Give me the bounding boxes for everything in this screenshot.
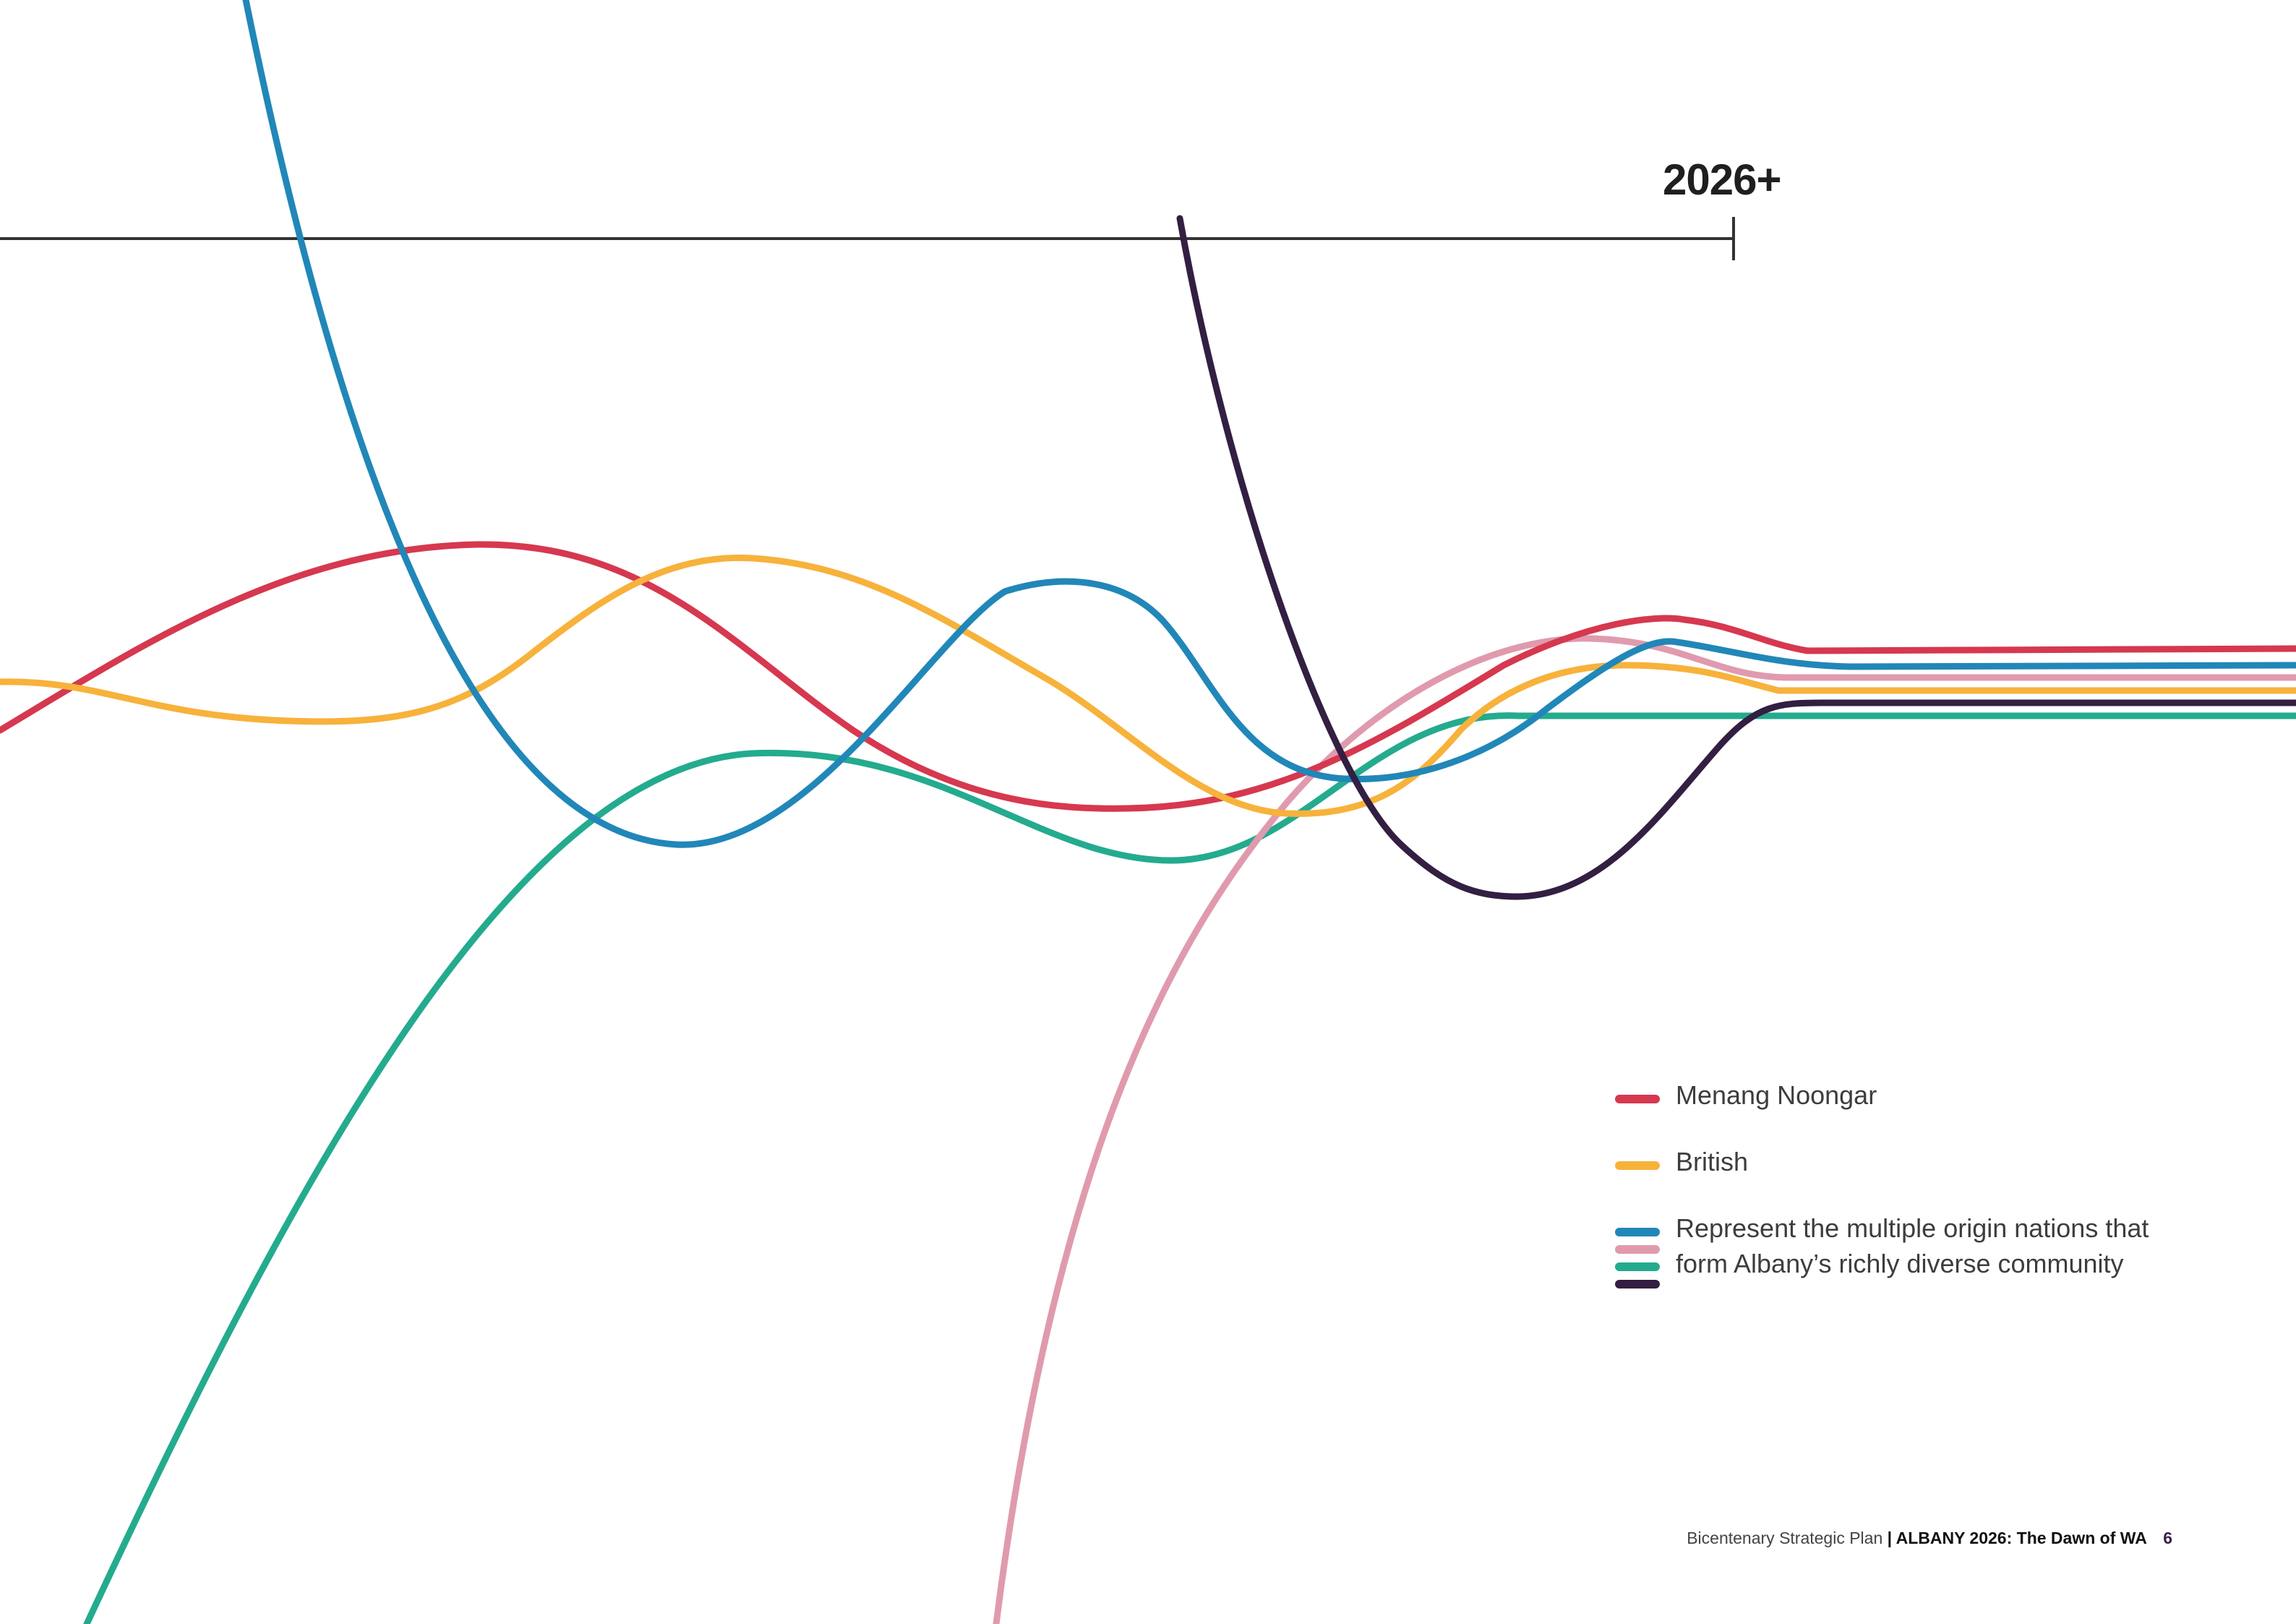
menang-noongar-line [0,541,2296,812]
dark-purple-line [1176,215,2296,900]
timeline-label: 2026+ [1663,155,1782,204]
legend-swatch-dark-purple [1615,1280,1660,1288]
legend-swatch-red [1615,1095,1660,1103]
legend-label: Represent the multiple origin nations th… [1676,1213,2149,1278]
legend-swatch-group [1615,1228,1660,1297]
legend-swatch-green [1615,1262,1660,1271]
legend-swatch-blue [1615,1228,1660,1236]
legend-item-menang-noongar: Menang Noongar [1611,1077,2160,1113]
legend-swatch-pink [1615,1245,1660,1254]
legend-swatch-yellow [1615,1161,1660,1170]
legend-label: Menang Noongar [1676,1080,1877,1110]
legend-item-british: British [1611,1144,2160,1179]
british-line [0,554,2296,817]
blue-line [242,0,2296,848]
page-number: 6 [2163,1529,2172,1547]
legend-label: British [1676,1147,1749,1176]
page-footer: Bicentenary Strategic Plan | ALBANY 2026… [1687,1527,2172,1549]
legend-swatch-group [1615,1095,1660,1112]
footer-document-title: | ALBANY 2026: The Dawn of WA [1887,1529,2147,1547]
legend-item-origin-nations: Represent the multiple origin nations th… [1611,1210,2160,1288]
footer-plan-name: Bicentenary Strategic Plan [1687,1529,1883,1547]
legend: Menang Noongar British Represent the mul… [1611,1077,2160,1288]
legend-swatch-group [1615,1161,1660,1179]
green-line [83,712,2296,1624]
